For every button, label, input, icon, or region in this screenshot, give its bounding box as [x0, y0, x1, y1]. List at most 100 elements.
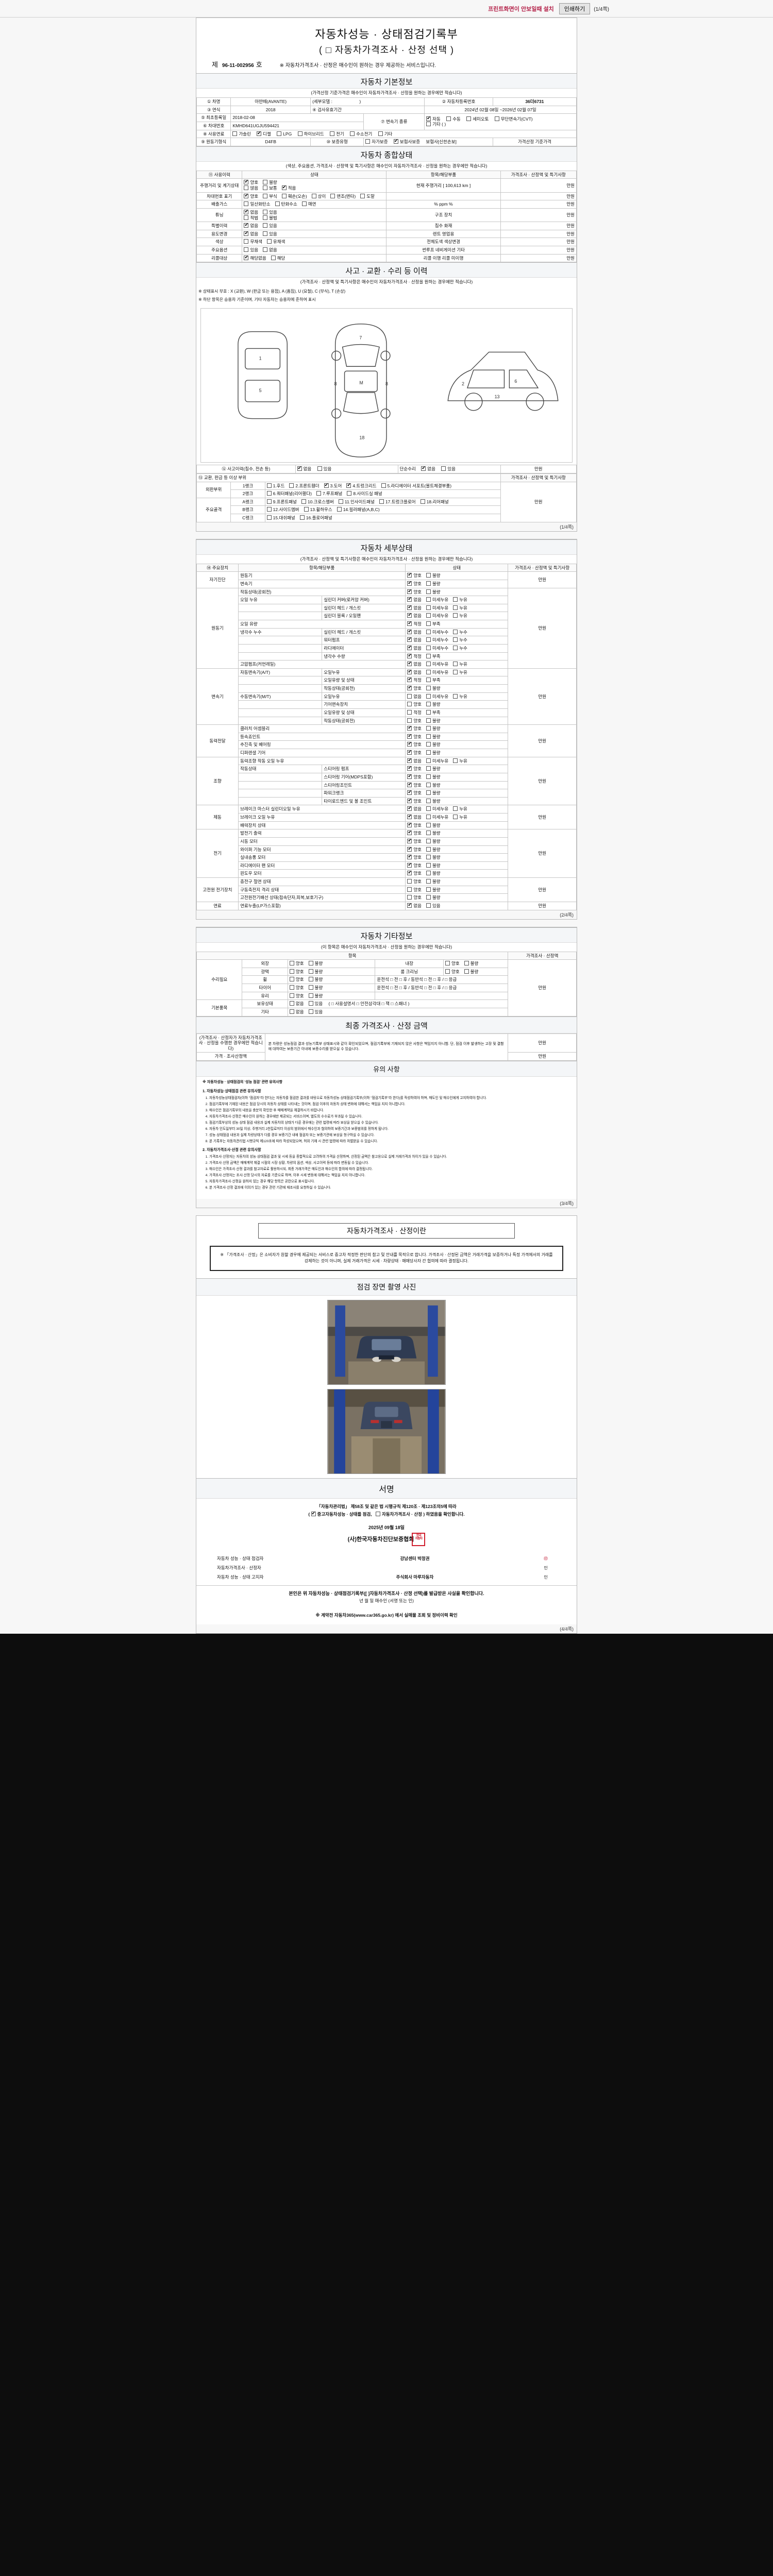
checkbox-part-0-3[interactable]: [346, 482, 351, 488]
checkbox-d5-2-0[interactable]: [407, 822, 412, 827]
checkbox-d3-3-0[interactable]: [407, 749, 412, 755]
checkbox-d6-4-0[interactable]: [407, 862, 412, 868]
part-option-2-0[interactable]: 9.프론트패널: [266, 499, 297, 505]
overall1a-option-4[interactable]: 변조(변타): [330, 193, 356, 199]
part-option-1-0[interactable]: 6.쿼터패널(리어휀다): [266, 491, 312, 497]
d6-5-option-0[interactable]: 양호: [407, 870, 422, 876]
checkbox-rp3-1[interactable]: [308, 985, 313, 990]
d1-2-option-0[interactable]: 없음: [407, 604, 422, 611]
d1-6-option-1[interactable]: 미세누수: [426, 637, 448, 643]
checkbox-d5-0-2[interactable]: [453, 806, 458, 811]
d1-9-option-2[interactable]: 누유: [453, 662, 467, 667]
checkbox-d2-1-0[interactable]: [407, 676, 412, 683]
checkbox-d2-3-0[interactable]: [407, 693, 412, 699]
print-button[interactable]: 인쇄하기: [559, 3, 591, 14]
checkbox-part-0-1[interactable]: [289, 483, 294, 488]
checkbox-d6-0-1[interactable]: [426, 831, 431, 836]
checkbox-d2-4-1[interactable]: [426, 702, 431, 707]
checkbox-overall3a-0[interactable]: [244, 209, 249, 214]
overall4a-option-1[interactable]: 있음: [263, 223, 277, 229]
d0-0-option-0[interactable]: 양호: [407, 572, 422, 579]
d1-6-option-0[interactable]: 없음: [407, 636, 422, 643]
checkbox-d3-0-0[interactable]: [407, 725, 412, 731]
checkbox-d1-7-1[interactable]: [426, 645, 431, 650]
checkbox-d8-0-0[interactable]: [407, 902, 412, 908]
part-option-1-2[interactable]: 8.사이드실 패널: [347, 491, 382, 497]
d4-5-option-0[interactable]: 양호: [407, 798, 422, 804]
checkbox-d6-2-0[interactable]: [407, 846, 412, 852]
checkbox-manual[interactable]: [446, 116, 451, 121]
checkbox-simple-yes[interactable]: [441, 466, 446, 471]
d5-2-option-1[interactable]: 불량: [426, 822, 441, 828]
checkbox-d8-0-1[interactable]: [426, 903, 431, 908]
d7-0-option-1[interactable]: 불량: [426, 879, 441, 885]
checkbox-d2-5-1[interactable]: [426, 709, 431, 715]
checkbox-d1-4-0[interactable]: [407, 620, 412, 626]
checkbox-insurer-warranty[interactable]: [393, 138, 398, 144]
checkbox-d0-1-1[interactable]: [426, 581, 431, 586]
checkbox-part-2-2[interactable]: [338, 499, 343, 504]
checkbox-d6-1-1[interactable]: [426, 838, 431, 843]
checkbox-overall1a-2[interactable]: [281, 193, 287, 198]
d1-5-option-0[interactable]: 없음: [407, 629, 422, 635]
d6-4-option-1[interactable]: 불량: [426, 862, 441, 869]
overall7a-option-0[interactable]: 있음: [244, 247, 258, 253]
checkbox-d6-3-1[interactable]: [426, 855, 431, 860]
checkbox-part-1-2[interactable]: [347, 491, 352, 496]
overall3a-option-0[interactable]: 없음: [244, 209, 258, 215]
checkbox-d1-5-1[interactable]: [426, 629, 431, 634]
checkbox-d1-3-2[interactable]: [453, 613, 458, 618]
checkbox-bi0-1[interactable]: [308, 1001, 313, 1006]
d1-7-option-2[interactable]: 누수: [453, 645, 467, 651]
d2-3-option-2[interactable]: 누유: [453, 693, 467, 700]
part-option-3-0[interactable]: 12.사이드멤버: [266, 507, 299, 513]
overall8a-option-0[interactable]: 해당없음: [244, 255, 266, 261]
checkbox-rpb1-1[interactable]: [464, 969, 469, 974]
checkbox-d4-3-1[interactable]: [426, 782, 431, 787]
checkbox-overall0b-1[interactable]: [263, 185, 268, 190]
d0-1-option-1[interactable]: 불량: [426, 581, 441, 587]
fuel-option-hydrogen[interactable]: 수소전기: [350, 131, 372, 137]
checkbox-overall8a-0[interactable]: [244, 255, 249, 260]
d2-2-option-0[interactable]: 양호: [407, 685, 422, 691]
part-option-2-3[interactable]: 17.트렁크플로어: [379, 499, 416, 505]
d4-5-option-1[interactable]: 불량: [426, 798, 441, 804]
fuel-option-gasoline[interactable]: 가솔린: [232, 131, 251, 137]
d4-0-option-2[interactable]: 누유: [453, 758, 467, 764]
rp1-option-0[interactable]: 양호: [289, 969, 304, 975]
checkbox-rpb1-0[interactable]: [445, 969, 450, 974]
checkbox-rpb0-1[interactable]: [464, 961, 469, 966]
overall0b-option-2[interactable]: 적음: [281, 184, 296, 191]
d4-2-option-0[interactable]: 양호: [407, 773, 422, 780]
checkbox-d1-2-1[interactable]: [426, 605, 431, 610]
checkbox-d6-5-1[interactable]: [426, 871, 431, 876]
overall3b-option-1[interactable]: 불법: [263, 215, 277, 221]
checkbox-simple-none[interactable]: [421, 465, 426, 471]
checkbox-electric[interactable]: [330, 131, 335, 136]
checkbox-d1-0-0[interactable]: [407, 588, 412, 594]
checkbox-auto[interactable]: [426, 115, 431, 121]
d2-3-option-1[interactable]: 미세누유: [426, 693, 448, 700]
checkbox-d1-2-2[interactable]: [453, 605, 458, 610]
d5-1-option-0[interactable]: 없음: [407, 814, 422, 820]
checkbox-rp0-0[interactable]: [289, 961, 294, 966]
d8-0-option-1[interactable]: 있음: [426, 903, 441, 909]
checkbox-part-0-4[interactable]: [381, 483, 386, 488]
overall3a-option-1[interactable]: 있음: [263, 209, 277, 215]
d6-5-option-1[interactable]: 불량: [426, 871, 441, 876]
checkbox-accident-none[interactable]: [297, 465, 302, 471]
checkbox-d1-1-1[interactable]: [426, 597, 431, 602]
checkbox-overall6a-1[interactable]: [266, 239, 272, 244]
overall1a-option-0[interactable]: 양호: [244, 193, 258, 199]
checkbox-d4-0-2[interactable]: [453, 758, 458, 763]
simple-yes[interactable]: 있음: [441, 466, 456, 472]
checkbox-d1-3-0[interactable]: [407, 612, 412, 618]
fuel-option-lpg[interactable]: LPG: [277, 131, 292, 137]
checkbox-cvt[interactable]: [494, 116, 499, 121]
d5-1-option-1[interactable]: 미세누유: [426, 815, 448, 820]
checkbox-semiauto[interactable]: [466, 116, 472, 121]
d2-5-option-0[interactable]: 적정: [407, 709, 422, 716]
checkbox-d7-1-0[interactable]: [407, 887, 412, 892]
checkbox-d4-1-0[interactable]: [407, 765, 412, 771]
accident-none[interactable]: 없음: [297, 465, 311, 472]
